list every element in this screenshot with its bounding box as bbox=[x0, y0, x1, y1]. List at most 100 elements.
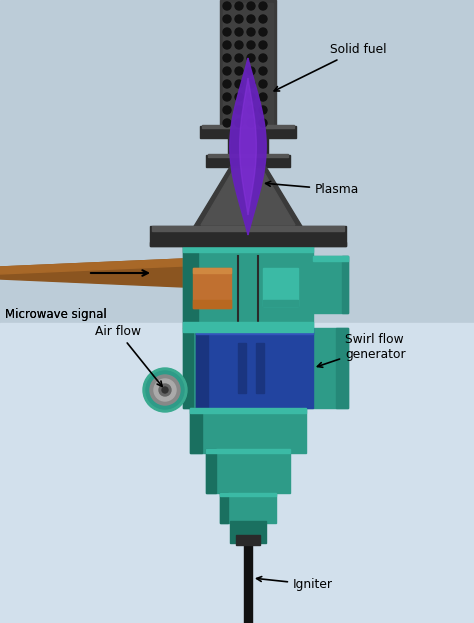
Circle shape bbox=[247, 106, 255, 114]
Bar bbox=[183, 246, 198, 328]
Circle shape bbox=[247, 54, 255, 62]
Circle shape bbox=[223, 93, 231, 101]
Bar bbox=[236, 535, 260, 545]
Circle shape bbox=[223, 28, 231, 36]
Text: Swirl flow
generator: Swirl flow generator bbox=[318, 333, 406, 368]
Bar bbox=[196, 328, 313, 408]
Bar bbox=[238, 343, 246, 393]
Bar bbox=[220, 493, 276, 496]
Circle shape bbox=[143, 368, 187, 412]
Polygon shape bbox=[230, 58, 266, 235]
Circle shape bbox=[259, 80, 267, 88]
Polygon shape bbox=[0, 259, 183, 274]
Circle shape bbox=[235, 80, 243, 88]
Polygon shape bbox=[239, 78, 256, 215]
Bar bbox=[202, 125, 294, 128]
Text: Solid fuel: Solid fuel bbox=[274, 43, 386, 91]
Bar bbox=[0, 323, 474, 623]
Circle shape bbox=[259, 67, 267, 75]
Circle shape bbox=[235, 93, 243, 101]
Bar bbox=[313, 256, 348, 313]
Circle shape bbox=[223, 2, 231, 10]
Bar bbox=[183, 322, 313, 332]
Bar bbox=[183, 246, 313, 328]
Text: Microwave signal: Microwave signal bbox=[5, 308, 107, 321]
Bar bbox=[190, 408, 202, 453]
Bar bbox=[196, 328, 313, 334]
Bar bbox=[196, 328, 208, 408]
Circle shape bbox=[247, 93, 255, 101]
Circle shape bbox=[162, 387, 168, 393]
Bar bbox=[150, 226, 346, 246]
Bar bbox=[300, 328, 348, 408]
Bar bbox=[193, 268, 231, 273]
Bar bbox=[342, 256, 348, 313]
Circle shape bbox=[223, 15, 231, 23]
Circle shape bbox=[235, 28, 243, 36]
Bar bbox=[206, 155, 290, 167]
Bar bbox=[263, 268, 298, 306]
Circle shape bbox=[235, 2, 243, 10]
Bar bbox=[228, 138, 268, 155]
Text: Igniter: Igniter bbox=[256, 576, 333, 591]
Bar bbox=[336, 328, 348, 408]
Bar bbox=[206, 449, 216, 493]
Circle shape bbox=[259, 41, 267, 49]
Bar bbox=[263, 300, 298, 306]
Circle shape bbox=[223, 67, 231, 75]
Polygon shape bbox=[0, 259, 183, 287]
Text: Microwave signal: Microwave signal bbox=[5, 308, 107, 321]
Bar bbox=[223, 3, 273, 128]
Circle shape bbox=[259, 119, 267, 127]
Circle shape bbox=[247, 41, 255, 49]
Circle shape bbox=[146, 371, 184, 409]
Bar bbox=[150, 242, 346, 246]
Bar bbox=[208, 154, 288, 157]
Circle shape bbox=[259, 93, 267, 101]
Circle shape bbox=[223, 54, 231, 62]
Polygon shape bbox=[193, 167, 303, 228]
Bar bbox=[183, 246, 313, 252]
Circle shape bbox=[259, 106, 267, 114]
Text: Air flow: Air flow bbox=[95, 325, 162, 386]
Polygon shape bbox=[201, 169, 295, 225]
Bar bbox=[230, 521, 266, 543]
Bar bbox=[193, 300, 231, 308]
Text: Plasma: Plasma bbox=[265, 181, 359, 196]
Circle shape bbox=[235, 15, 243, 23]
Bar bbox=[200, 126, 296, 138]
Bar bbox=[152, 226, 344, 231]
Bar bbox=[183, 328, 213, 408]
Circle shape bbox=[247, 119, 255, 127]
Circle shape bbox=[235, 41, 243, 49]
Circle shape bbox=[247, 80, 255, 88]
Circle shape bbox=[235, 67, 243, 75]
Circle shape bbox=[259, 15, 267, 23]
Bar bbox=[220, 493, 228, 523]
Bar bbox=[0, 0, 474, 323]
Bar bbox=[220, 493, 276, 523]
Bar bbox=[313, 256, 348, 261]
Circle shape bbox=[235, 119, 243, 127]
Circle shape bbox=[247, 67, 255, 75]
Circle shape bbox=[223, 41, 231, 49]
Bar bbox=[193, 268, 231, 308]
Circle shape bbox=[223, 106, 231, 114]
Circle shape bbox=[259, 28, 267, 36]
Circle shape bbox=[259, 54, 267, 62]
Circle shape bbox=[247, 15, 255, 23]
Bar bbox=[206, 449, 290, 493]
Circle shape bbox=[150, 375, 180, 405]
Bar bbox=[244, 541, 252, 623]
Bar bbox=[190, 408, 306, 453]
Bar bbox=[183, 328, 193, 408]
Bar bbox=[161, 382, 183, 398]
Circle shape bbox=[154, 379, 176, 401]
Bar bbox=[220, 0, 276, 133]
Circle shape bbox=[247, 2, 255, 10]
Bar bbox=[206, 449, 290, 453]
Bar bbox=[190, 408, 306, 413]
Circle shape bbox=[235, 54, 243, 62]
Circle shape bbox=[235, 106, 243, 114]
Circle shape bbox=[259, 2, 267, 10]
